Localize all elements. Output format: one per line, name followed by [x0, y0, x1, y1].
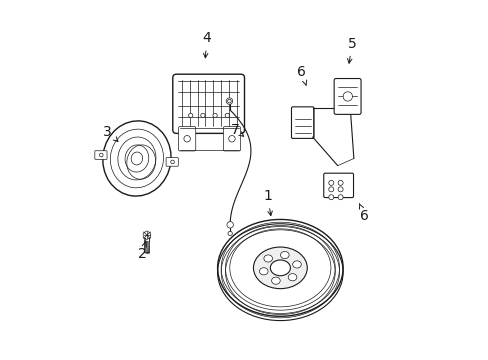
FancyBboxPatch shape: [291, 107, 313, 138]
FancyBboxPatch shape: [95, 151, 107, 159]
Circle shape: [201, 113, 204, 118]
FancyBboxPatch shape: [223, 127, 240, 151]
Text: 5: 5: [347, 37, 356, 63]
Circle shape: [224, 113, 229, 118]
Ellipse shape: [259, 268, 267, 275]
Circle shape: [226, 222, 233, 228]
Text: 3: 3: [103, 125, 118, 141]
FancyBboxPatch shape: [323, 173, 353, 198]
Circle shape: [328, 187, 333, 192]
FancyBboxPatch shape: [178, 127, 195, 151]
Circle shape: [226, 98, 232, 104]
Ellipse shape: [102, 121, 171, 196]
Text: 6: 6: [359, 203, 368, 223]
FancyBboxPatch shape: [172, 74, 244, 134]
Circle shape: [183, 135, 190, 142]
Text: 2: 2: [138, 241, 146, 261]
Text: 1: 1: [263, 189, 272, 216]
Ellipse shape: [271, 277, 280, 284]
Circle shape: [170, 160, 174, 164]
Ellipse shape: [280, 251, 288, 258]
Ellipse shape: [270, 260, 290, 276]
Circle shape: [343, 92, 352, 101]
Circle shape: [228, 135, 235, 142]
Circle shape: [328, 195, 333, 200]
Ellipse shape: [217, 220, 343, 316]
Ellipse shape: [287, 274, 296, 281]
Ellipse shape: [264, 255, 272, 262]
Circle shape: [227, 99, 231, 103]
Circle shape: [337, 187, 343, 192]
Circle shape: [328, 180, 333, 185]
Circle shape: [99, 153, 103, 157]
Circle shape: [188, 113, 192, 118]
Circle shape: [337, 195, 343, 200]
Text: 4: 4: [202, 31, 211, 58]
Ellipse shape: [253, 247, 306, 289]
Text: 7: 7: [231, 123, 243, 137]
Circle shape: [212, 113, 217, 118]
Ellipse shape: [292, 261, 301, 268]
Circle shape: [227, 231, 232, 235]
FancyBboxPatch shape: [333, 78, 360, 114]
FancyBboxPatch shape: [166, 158, 178, 166]
Circle shape: [337, 180, 343, 185]
Text: 6: 6: [297, 66, 306, 85]
Polygon shape: [143, 231, 150, 239]
